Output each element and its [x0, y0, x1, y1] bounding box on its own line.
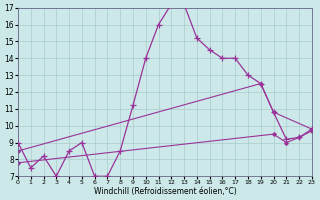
X-axis label: Windchill (Refroidissement éolien,°C): Windchill (Refroidissement éolien,°C): [93, 187, 236, 196]
